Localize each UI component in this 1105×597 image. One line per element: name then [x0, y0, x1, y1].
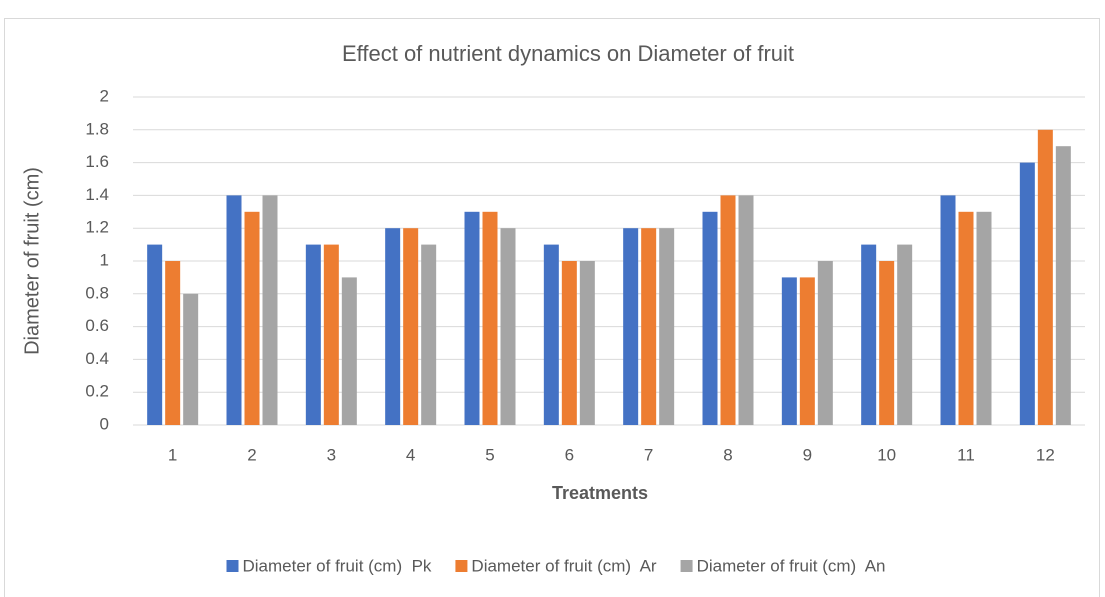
- bar: [659, 228, 675, 425]
- bar: [464, 211, 480, 425]
- bar: [482, 211, 498, 425]
- x-tick-label: 2: [247, 445, 256, 464]
- legend-swatch: [455, 560, 468, 572]
- bar: [1019, 162, 1035, 425]
- bar: [1037, 129, 1053, 426]
- bar: [799, 277, 815, 425]
- bar: [976, 211, 992, 425]
- bar: [897, 244, 913, 425]
- legend-label: Diameter of fruit (cm) Ar: [471, 556, 656, 575]
- y-tick-label: 1.8: [85, 119, 109, 138]
- x-tick-label: 7: [644, 445, 653, 464]
- bar: [226, 195, 242, 425]
- y-axis-label: Diameter of fruit (cm): [21, 167, 43, 355]
- bar: [403, 228, 419, 425]
- legend-label: Diameter of fruit (cm) An: [697, 556, 886, 575]
- bar: [879, 261, 895, 425]
- chart-title: Effect of nutrient dynamics on Diameter …: [342, 41, 794, 66]
- legend-swatch: [226, 560, 239, 572]
- x-tick-label: 10: [877, 445, 896, 464]
- bar: [702, 211, 718, 425]
- bar: [861, 244, 877, 425]
- bar: [561, 261, 577, 425]
- bar: [323, 244, 339, 425]
- bar: [940, 195, 956, 425]
- y-tick-label: 1.6: [85, 152, 109, 171]
- bar: [579, 261, 595, 425]
- bar: [262, 195, 278, 425]
- bar: [165, 261, 181, 425]
- x-tick-label: 5: [485, 445, 494, 464]
- legend-swatch: [680, 560, 693, 572]
- bar: [781, 277, 797, 425]
- bar: [183, 293, 199, 425]
- bar: [720, 195, 736, 425]
- bar: [543, 244, 559, 425]
- bar: [421, 244, 437, 425]
- x-tick-label: 3: [327, 445, 336, 464]
- bar: [341, 277, 357, 425]
- bar: [305, 244, 321, 425]
- y-tick-label: 0: [100, 414, 109, 433]
- bar: [244, 211, 260, 425]
- x-tick-label: 4: [406, 445, 415, 464]
- bar: [817, 261, 833, 425]
- bar: [641, 228, 657, 425]
- legend-label: Diameter of fruit (cm) Pk: [243, 556, 432, 575]
- x-axis-label: Treatments: [552, 483, 648, 503]
- y-tick-label: 0.6: [85, 316, 109, 335]
- y-tick-label: 2: [100, 86, 109, 105]
- bar: [1055, 146, 1071, 425]
- x-tick-label: 8: [723, 445, 732, 464]
- bar: [958, 211, 974, 425]
- bar: [500, 228, 516, 425]
- y-tick-label: 0.8: [85, 283, 109, 302]
- y-tick-label: 1.2: [85, 218, 109, 237]
- x-tick-label: 6: [565, 445, 574, 464]
- bar: [623, 228, 639, 425]
- y-tick-label: 1: [100, 250, 109, 269]
- x-tick-label: 11: [957, 445, 975, 464]
- y-tick-label: 1.4: [85, 185, 109, 204]
- x-tick-label: 12: [1036, 445, 1055, 464]
- bar: [738, 195, 754, 425]
- x-tick-label: 9: [803, 445, 812, 464]
- x-tick-label: 1: [168, 445, 177, 464]
- bar: [147, 244, 163, 425]
- y-tick-label: 0.4: [85, 349, 109, 368]
- y-tick-label: 0.2: [85, 382, 109, 401]
- bar: [385, 228, 401, 425]
